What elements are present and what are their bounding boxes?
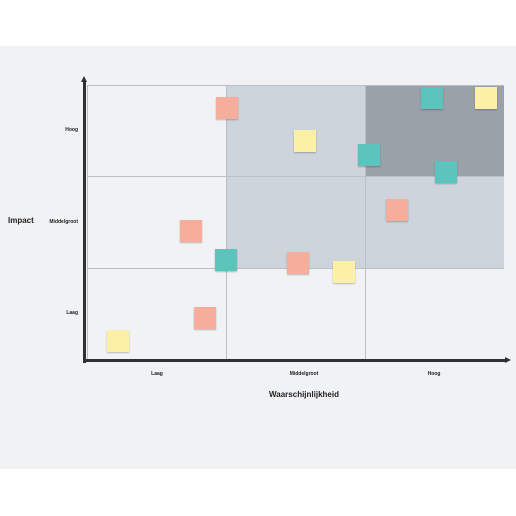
y-tick-label-medium: Middelgroot: [49, 219, 78, 225]
risk-matrix-grid: [87, 85, 504, 362]
sticky-note-teal[interactable]: [215, 248, 237, 271]
y-axis-arrow-icon: [81, 76, 87, 82]
sticky-note-teal[interactable]: [434, 161, 457, 184]
x-axis-line: [83, 359, 507, 362]
x-tick-label-high: Hoog: [427, 371, 441, 377]
sticky-note-yellow[interactable]: [474, 86, 497, 109]
matrix-cell-medium-impact-low-likelihood: [87, 177, 226, 269]
y-tick-label-high: Hoog: [65, 127, 78, 133]
y-tick-label-low: Laag: [66, 310, 78, 316]
sticky-note-teal[interactable]: [358, 143, 381, 166]
matrix-cell-medium-impact-high-likelihood: [365, 177, 504, 269]
sticky-note-salmon[interactable]: [385, 199, 408, 222]
sticky-note-teal[interactable]: [420, 86, 443, 109]
sticky-note-yellow[interactable]: [106, 329, 129, 352]
matrix-cell-high-impact-low-likelihood: [87, 86, 226, 177]
x-axis-arrow-icon: [505, 357, 511, 363]
sticky-note-salmon[interactable]: [180, 220, 203, 243]
y-axis-title: Impact: [8, 216, 34, 225]
y-axis-line: [83, 80, 86, 363]
sticky-note-salmon[interactable]: [194, 306, 217, 329]
sticky-note-salmon[interactable]: [287, 252, 310, 275]
x-tick-label-low: Laag: [151, 371, 163, 377]
sticky-note-yellow[interactable]: [333, 260, 356, 283]
x-axis-title: Waarschijnlijkheid: [269, 390, 339, 399]
matrix-cell-low-impact-medium-likelihood: [226, 269, 365, 362]
sticky-note-yellow[interactable]: [294, 130, 317, 153]
matrix-cell-low-impact-high-likelihood: [365, 269, 504, 362]
sticky-note-salmon[interactable]: [216, 97, 239, 119]
x-tick-label-medium: Middelgroot: [289, 371, 319, 377]
